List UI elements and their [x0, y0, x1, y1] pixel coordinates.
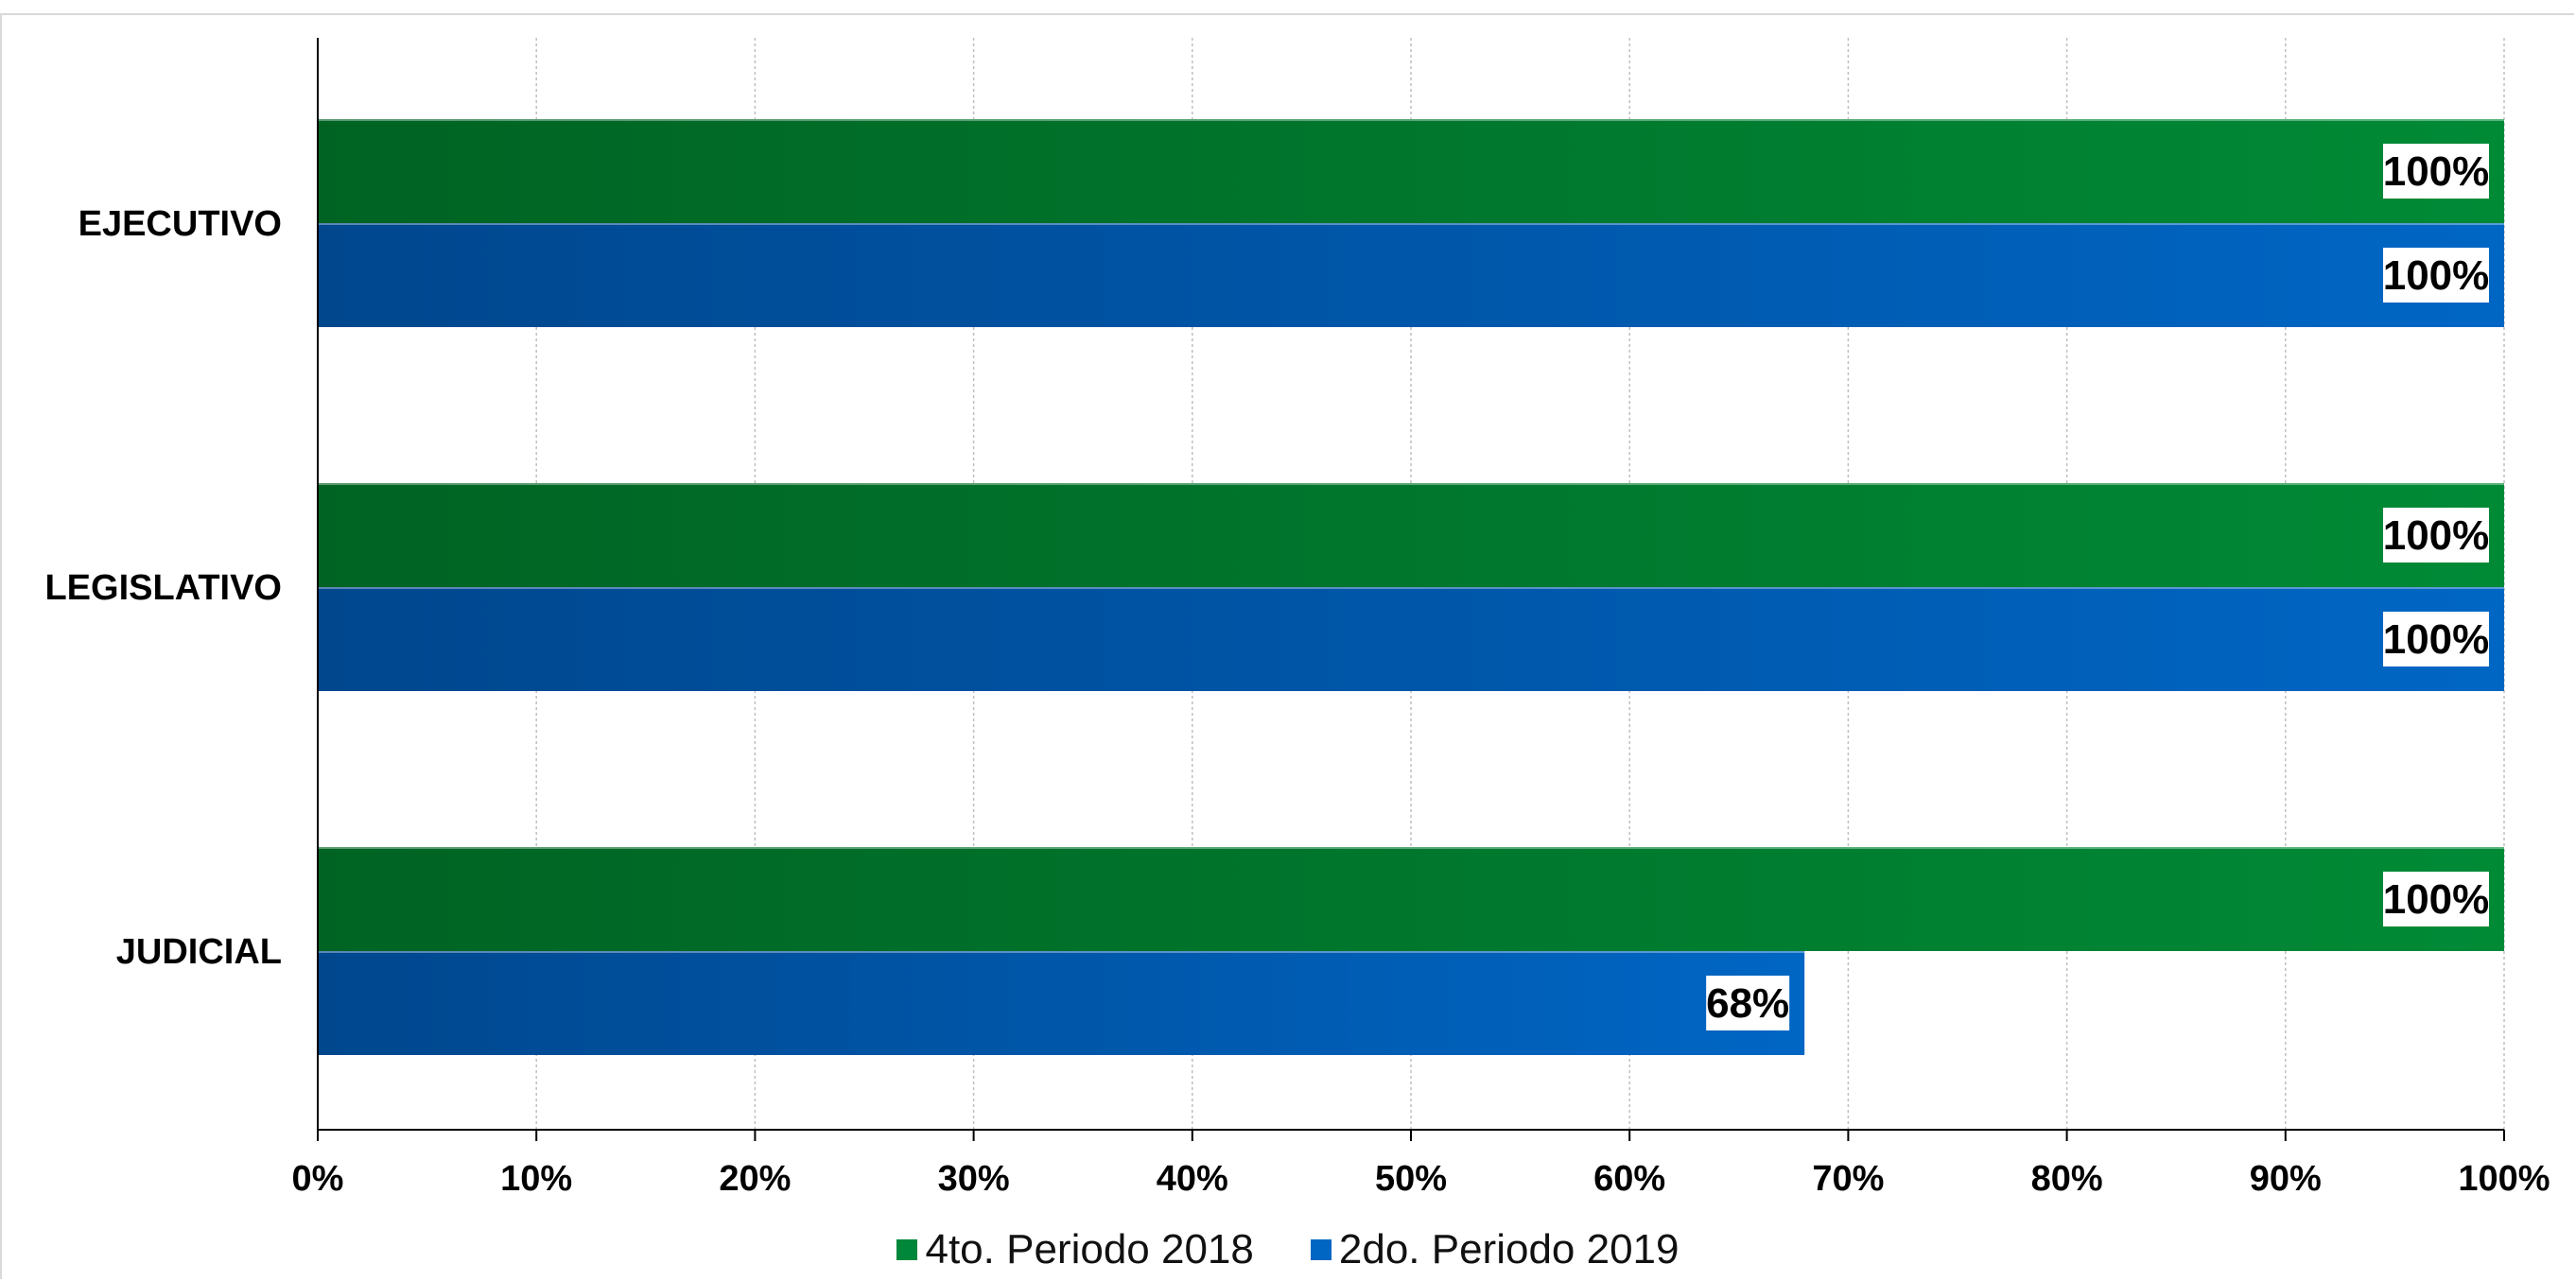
data-label-judicial-2: 68%: [1706, 980, 1789, 1027]
data-label-bg-judicial-2: [1706, 976, 1790, 1030]
legend-swatch-series-1: [896, 1239, 918, 1260]
x-tick-label-3: 30%: [938, 1159, 1010, 1199]
data-label-ejecutivo-1: 100%: [2383, 148, 2490, 195]
category-label-ejecutivo: EJECUTIVO: [78, 204, 282, 244]
x-tick-label-0: 0%: [292, 1159, 344, 1199]
category-label-judicial: JUDICIAL: [116, 932, 282, 972]
data-label-bg-ejecutivo-2: [2383, 248, 2489, 303]
bar-judicial-series-1: [318, 847, 2504, 951]
x-tick-label-5: 50%: [1375, 1159, 1447, 1199]
data-label-ejecutivo-2: 100%: [2383, 252, 2490, 299]
bars: [318, 119, 2504, 1055]
data-labels: 100% 100% 100% 100% 100% 68%: [1706, 144, 2489, 1030]
legend-item-series-1: 4to. Periodo 2018: [896, 1226, 1254, 1273]
data-label-bg-legislativo-1: [2383, 508, 2489, 563]
data-label-legislativo-2: 100%: [2383, 616, 2490, 663]
bar-ejecutivo-series-1: [318, 119, 2504, 223]
x-tick-label-4: 40%: [1157, 1159, 1228, 1199]
axes: 0% 10% 20% 30% 40% 50% 60% 70% 80% 90% 100% EJECUTI…: [44, 38, 2550, 1199]
x-tick-label-7: 70%: [1812, 1159, 1884, 1199]
x-tick-label-8: 80%: [2031, 1159, 2103, 1199]
bar-ejecutivo-series-2: [318, 223, 2504, 327]
legend-label-series-2: 2do. Periodo 2019: [1338, 1226, 1680, 1272]
data-label-bg-ejecutivo-1: [2383, 144, 2489, 199]
data-label-bg-judicial-1: [2383, 872, 2489, 926]
legend-swatch-series-2: [1310, 1239, 1332, 1260]
x-tick-label-2: 20%: [719, 1159, 791, 1199]
category-label-legislativo: LEGISLATIVO: [44, 568, 282, 608]
data-label-judicial-1: 100%: [2383, 876, 2490, 923]
legend-item-series-2: 2do. Periodo 2019: [1310, 1226, 1680, 1273]
x-tick-label-6: 60%: [1593, 1159, 1665, 1199]
bar-legislativo-series-1: [318, 483, 2504, 587]
legend: 4to. Periodo 2018 2do. Periodo 2019: [0, 1221, 2576, 1278]
x-tick-label-1: 10%: [500, 1159, 572, 1199]
chart-frame: [0, 13, 2574, 1279]
bar-judicial-series-2: [318, 951, 1805, 1055]
data-label-bg-legislativo-2: [2383, 612, 2489, 666]
data-label-legislativo-1: 100%: [2383, 512, 2490, 559]
x-tick-label-10: 100%: [2458, 1159, 2550, 1199]
x-tick-label-9: 90%: [2250, 1159, 2322, 1199]
bar-legislativo-series-2: [318, 587, 2504, 691]
legend-label-series-1: 4to. Periodo 2018: [925, 1226, 1254, 1272]
